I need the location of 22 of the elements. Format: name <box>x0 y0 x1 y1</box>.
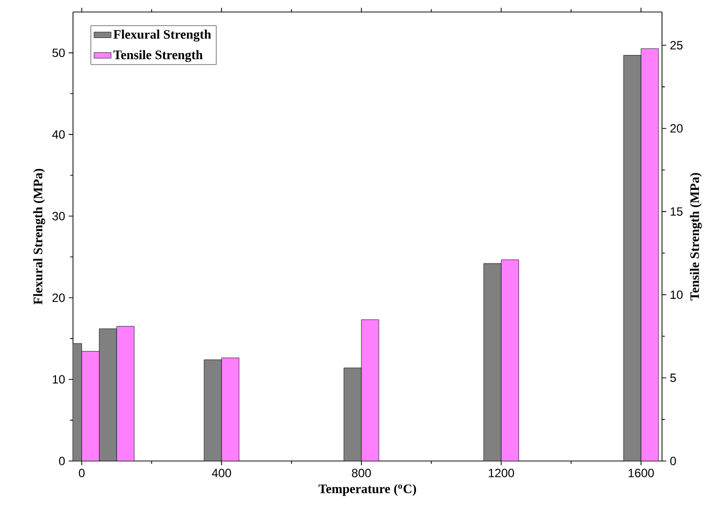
y-tick-label: 40 <box>52 130 65 139</box>
y-tick-label: 50 <box>52 48 65 58</box>
y2-tick-label: 10 <box>670 290 683 299</box>
y2-tick-label: 0 <box>670 456 676 466</box>
legend-label: Tensile Strength <box>113 50 203 62</box>
x-tick-label: 1600 <box>628 468 654 478</box>
x-tick-label: 400 <box>212 468 232 478</box>
x-tick-label: 800 <box>352 468 371 478</box>
y-tick-label: 0 <box>59 456 65 466</box>
x-tick-label: 1200 <box>488 468 514 478</box>
y-tick-label: 30 <box>52 212 65 220</box>
y-tick-label: 10 <box>52 375 65 384</box>
y2-tick-label: 15 <box>670 207 683 216</box>
y2-axis-title: Tensile Strength (MPa) <box>690 173 702 300</box>
x-axis-title: Temperature ($^{o}$C) <box>318 484 416 496</box>
legend-label: Flexural Strength <box>113 30 212 42</box>
y2-tick-label: 20 <box>670 124 683 133</box>
y2-tick-label: 5 <box>670 374 676 382</box>
y-tick-label: 20 <box>52 294 65 302</box>
y2-tick-label: 25 <box>670 41 683 50</box>
y-axis-title: Flexural Strength (MPa) <box>33 168 46 305</box>
x-tick-label: 0 <box>78 468 85 478</box>
